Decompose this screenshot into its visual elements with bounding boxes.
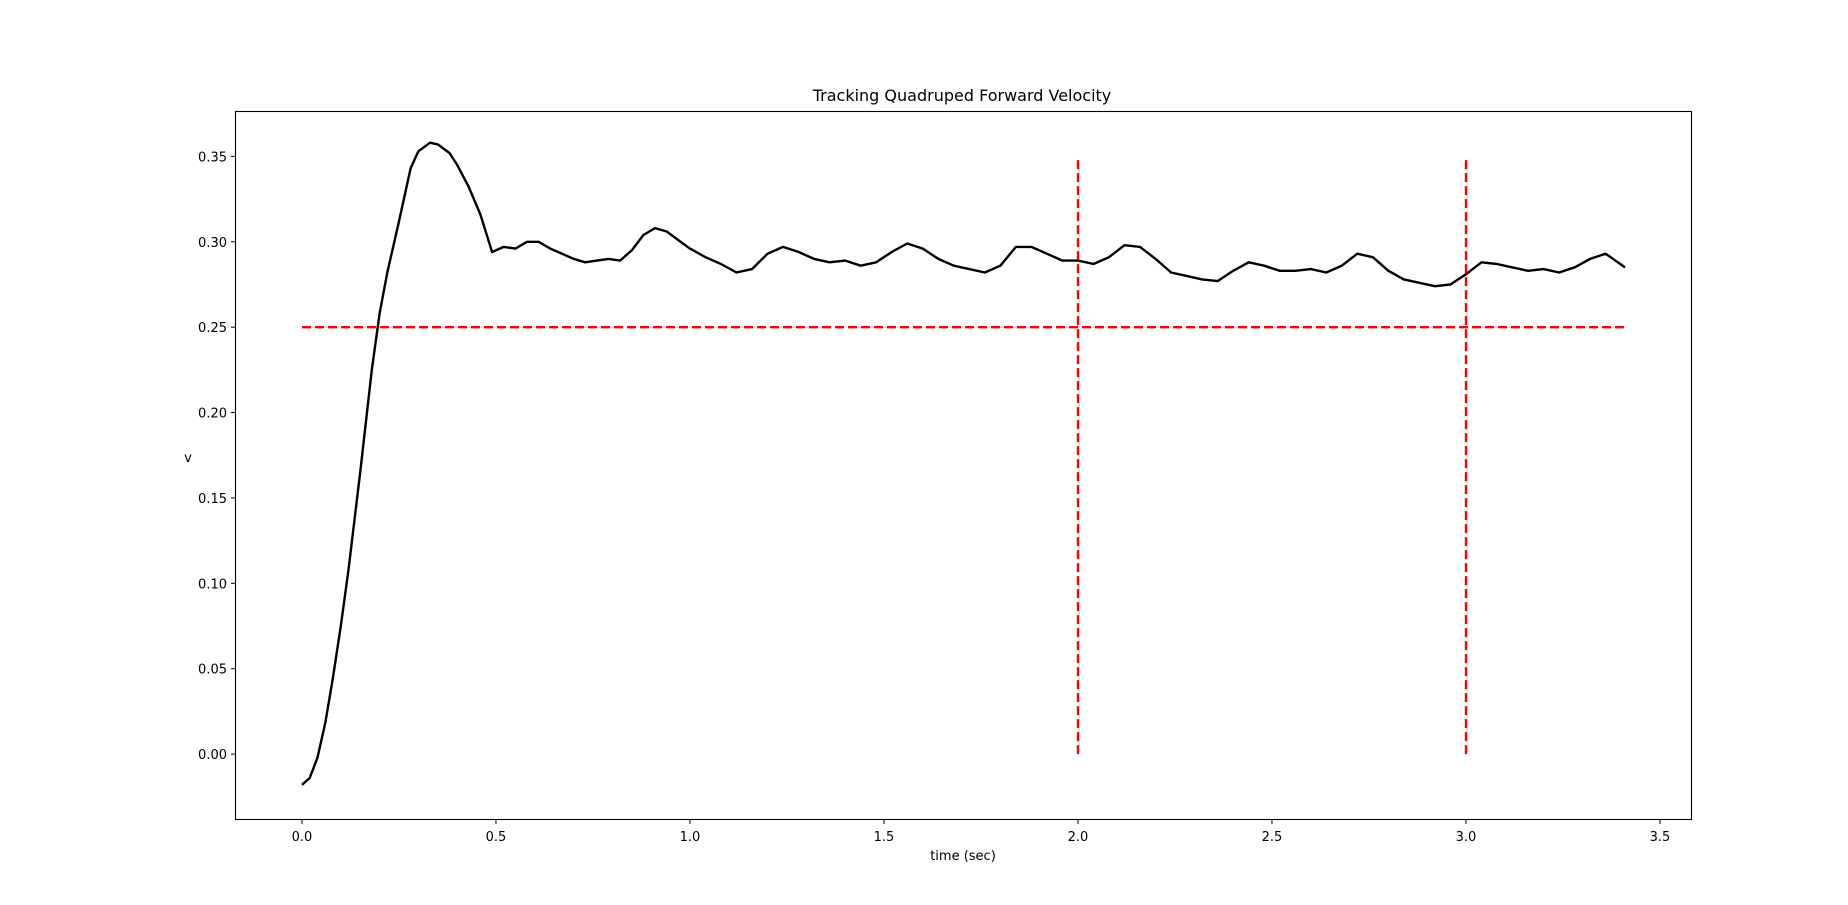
x-tick-label: 3.5 [1650, 830, 1671, 845]
y-tick-label: 0.20 [198, 407, 227, 422]
y-tick-label: 0.00 [198, 748, 227, 763]
x-tick-label: 0.0 [292, 830, 313, 845]
x-tick-label: 0.5 [486, 830, 507, 845]
x-tick-label: 1.0 [680, 830, 701, 845]
x-axis-label: time (sec) [930, 849, 996, 864]
x-tick-label: 1.5 [874, 830, 895, 845]
y-tick-label: 0.15 [198, 492, 227, 507]
velocity-line [301, 141, 1626, 786]
x-tick-label: 2.0 [1068, 830, 1089, 845]
y-tick-label: 0.35 [198, 150, 227, 165]
y-tick-label: 0.25 [198, 321, 227, 336]
series-layer [301, 141, 1626, 786]
y-axis-label: v [184, 451, 192, 466]
y-tick-label: 0.10 [198, 577, 227, 592]
chart-title: Tracking Quadruped Forward Velocity [812, 86, 1112, 105]
y-tick-label: 0.30 [198, 236, 227, 251]
x-axis-ticks: 0.0 0.5 1.0 1.5 2.0 2.5 3.0 3.5 [292, 819, 1671, 845]
x-tick-label: 3.0 [1456, 830, 1477, 845]
y-axis-ticks: 0.00 0.05 0.10 0.15 0.20 0.25 0.30 0.35 [198, 150, 236, 763]
y-tick-label: 0.05 [198, 663, 227, 678]
plot-area-frame [234, 110, 1693, 821]
x-tick-label: 2.5 [1262, 830, 1283, 845]
